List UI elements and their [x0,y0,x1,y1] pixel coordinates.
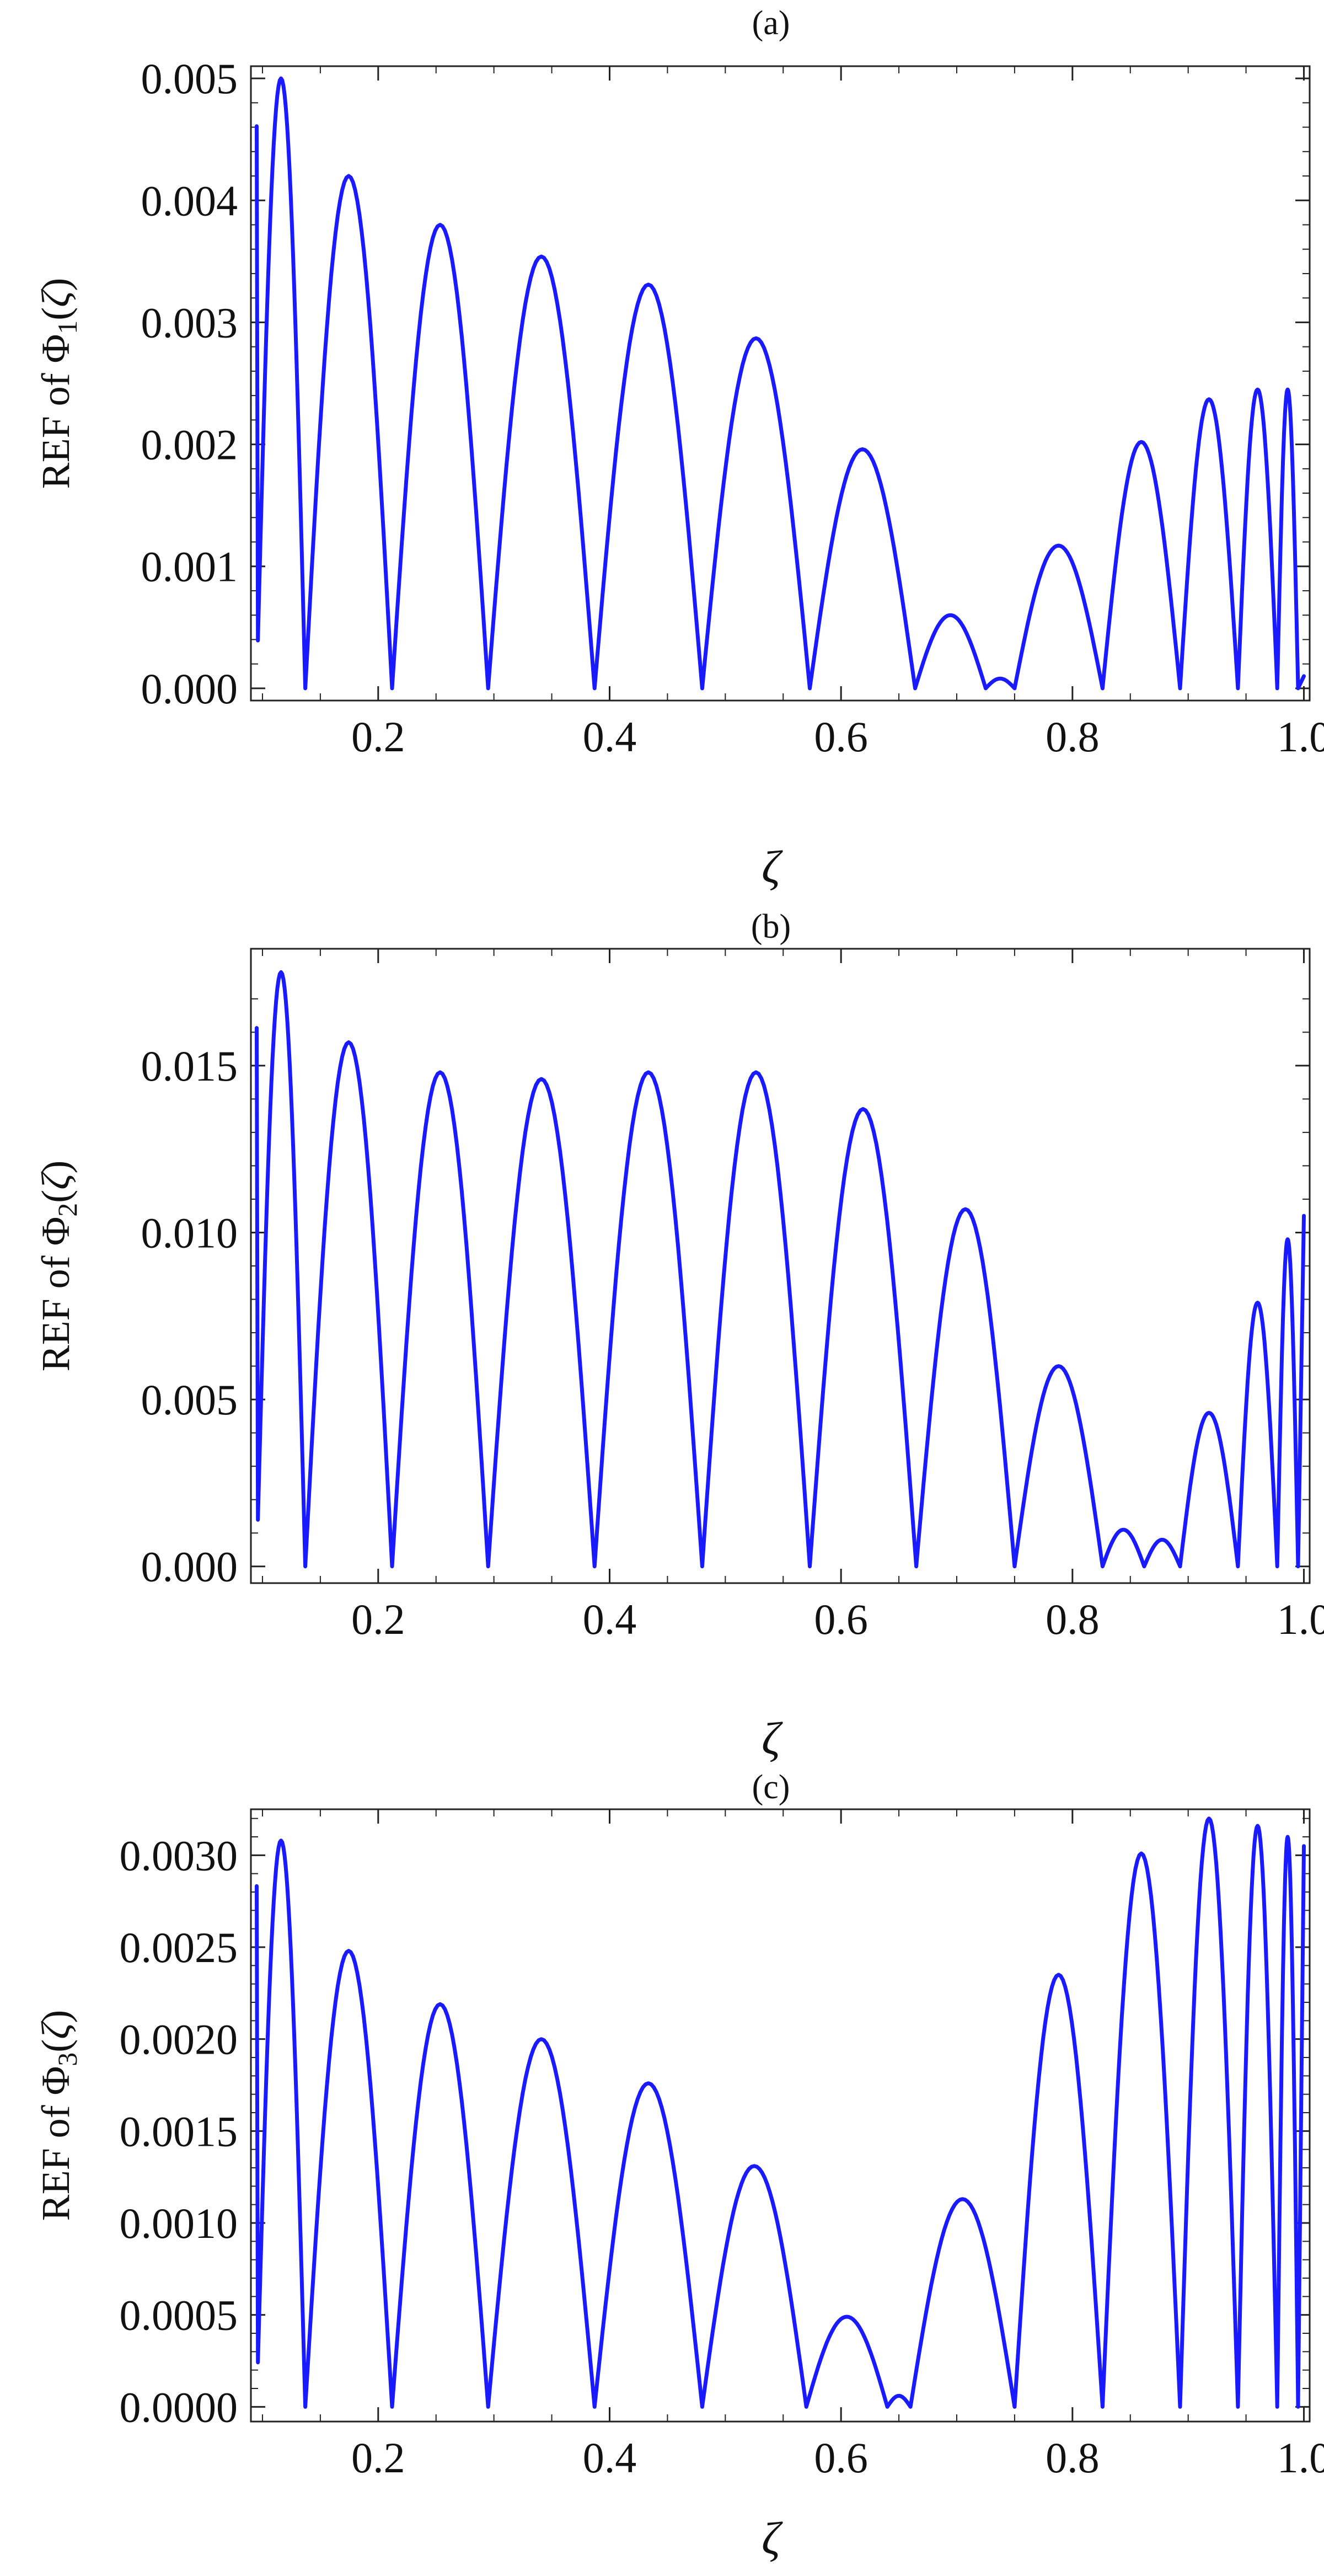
panel-c-y-axis-title-prefix: REF of Φ [34,2066,78,2221]
panel-c-plot-frame [250,1808,1311,2423]
y-tick-label: 0.0015 [120,2107,238,2155]
panel-c-y-axis-title-subscript: 3 [52,2053,83,2066]
y-tick-label: 0.003 [141,298,238,346]
panel-a-title: (a) [752,4,790,42]
x-tick-label: 0.2 [351,1595,405,1643]
panel-b-y-axis-title-close-paren: ) [34,1161,78,1174]
y-tick-label: 0.015 [141,1042,238,1090]
panel-a-x-axis-title: ζ [762,842,783,893]
panel-c-y-axis-title-open-paren: ( [34,2039,78,2053]
x-tick-label: 0.4 [583,2434,637,2482]
panel-a-y-axis-title: REF of Φ1(ζ) [34,278,83,489]
x-tick-label: 0.4 [583,713,637,761]
panel-c-y-tick-labels: 0.0000 0.0005 0.0010 0.0015 0.0020 0.0025 0.00… [120,1831,238,2431]
panel-b-series-line [255,970,1306,1569]
panel-b-plot-frame [250,948,1311,1584]
panel-c-x-ticks [261,1809,1305,2422]
panel-a-y-tick-labels: 0.000 0.001 0.002 0.003 0.004 0.005 [141,55,238,713]
panel-b-y-axis-title-prefix: REF of Φ [34,1217,78,1372]
panel-b-title: (b) [751,908,791,945]
panel-c-y-axis-title-close-paren: ) [34,2010,78,2023]
panel-b-y-axis-title-open-paren: ( [34,1190,78,1203]
panel-a-y-axis-title-prefix: REF of Φ [34,334,78,489]
x-tick-label: 0.6 [814,713,868,761]
y-tick-label: 0.000 [141,665,238,713]
panel-a-y-ticks [251,77,1310,690]
panel-b-y-axis-title-arg: ζ [34,1171,78,1190]
y-tick-label: 0.0025 [120,1923,238,1971]
panel-c-y-axis-title: REF of Φ3(ζ) [34,2010,83,2221]
y-tick-label: 0.005 [141,1376,238,1424]
y-tick-label: 0.0020 [120,2016,238,2064]
y-tick-label: 0.001 [141,543,238,591]
y-tick-label: 0.010 [141,1209,238,1257]
x-tick-label: 0.2 [351,2434,405,2482]
panel-c-title: (c) [752,1768,790,1806]
panel-b-y-axis-title-subscript: 2 [52,1203,83,1217]
panel-c-x-tick-labels: 0.2 0.4 0.6 0.8 1.0 [351,2434,1324,2482]
x-tick-label: 0.6 [814,1595,868,1643]
panel-a-plot-frame [250,65,1311,702]
y-tick-label: 0.0010 [120,2199,238,2247]
y-tick-label: 0.0005 [120,2291,238,2339]
panel-b-x-ticks [261,949,1305,1583]
panel-a-series-line [255,76,1306,691]
panel-a-x-tick-labels: 0.2 0.4 0.6 0.8 1.0 [351,713,1324,761]
x-tick-label: 0.8 [1046,1595,1100,1643]
x-tick-label: 0.8 [1046,713,1100,761]
panel-c: (c) 0.2 0.4 0.6 0.8 1.0 0.00000.00050.00100.… [34,1768,1324,2564]
y-tick-label: 0.0000 [120,2383,238,2431]
y-tick-label: 0.000 [141,1543,238,1591]
y-tick-label: 0.002 [141,421,238,469]
x-tick-label: 0.4 [583,1595,637,1643]
x-tick-label: 1.0 [1277,713,1324,761]
panel-b-x-tick-labels: 0.2 0.4 0.6 0.8 1.0 [351,1595,1324,1643]
x-tick-label: 0.2 [351,713,405,761]
panel-a-y-axis-title-arg: ζ [34,288,78,307]
panel-a-y-axis-title-close-paren: ) [34,278,78,291]
y-tick-label: 0.0030 [120,1831,238,1879]
panel-a-y-axis-title-subscript: 1 [52,320,83,334]
panel-b-y-axis-title: REF of Φ2(ζ) [34,1161,83,1372]
x-tick-label: 0.8 [1046,2434,1100,2482]
panel-b-x-axis-title: ζ [762,1713,783,1765]
panel-b: (b) 0.2 0.4 0.6 0.8 1.0 0.000 0.005 0.010 0.015… [34,908,1324,1765]
x-tick-label: 1.0 [1277,1595,1324,1643]
y-tick-label: 0.005 [141,55,238,103]
panel-a-x-ticks [261,66,1305,701]
panel-a: (a) 0.2 0.4 0.6 0.8 1.0 0.000 0.001 0.002 0.003… [34,4,1324,893]
panel-c-series-line [255,1816,1306,2409]
panel-c-x-axis-title: ζ [762,2513,783,2564]
y-tick-label: 0.004 [141,177,238,225]
panel-a-y-axis-title-open-paren: ( [34,307,78,320]
x-tick-label: 0.6 [814,2434,868,2482]
panel-b-y-tick-labels: 0.000 0.005 0.010 0.015 [141,1042,238,1591]
x-tick-label: 1.0 [1277,2434,1324,2482]
panel-c-y-axis-title-arg: ζ [34,2021,78,2039]
